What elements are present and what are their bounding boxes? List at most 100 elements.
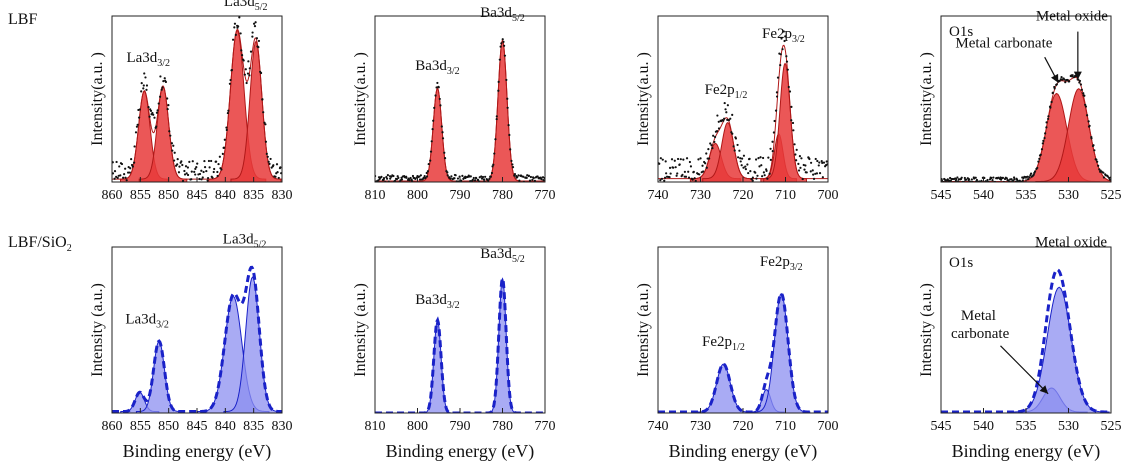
x-tick-label: 855: [130, 419, 151, 434]
data-point: [433, 106, 436, 109]
data-point: [425, 175, 429, 178]
data-point: [1068, 80, 1071, 83]
peak-label: Ba3d5/2: [480, 5, 524, 24]
panel-sio2_ba: 810 800 790 780 770 Intensity (a.u.) Binding e…: [352, 246, 556, 462]
y-axis-label: Intensity(a.u. ): [918, 52, 935, 146]
data-point: [500, 42, 503, 45]
data-point: [119, 174, 122, 177]
data-point: [739, 157, 742, 160]
data-point: [790, 119, 793, 122]
data-point: [518, 179, 521, 182]
data-point: [177, 171, 181, 174]
data-point: [818, 161, 821, 164]
data-point: [688, 160, 692, 164]
data-point: [449, 177, 452, 180]
data-point: [155, 125, 158, 128]
data-point: [1039, 153, 1042, 156]
data-point: [687, 170, 690, 173]
data-point: [675, 174, 678, 177]
data-point: [1095, 158, 1098, 161]
data-point: [740, 164, 743, 167]
x-tick-label: 830: [272, 419, 293, 434]
data-point: [133, 145, 136, 148]
data-point: [181, 163, 184, 167]
data-point: [480, 177, 484, 180]
y-axis-label: Intensity (a.u.): [352, 283, 369, 377]
data-point: [228, 82, 231, 85]
spectra-panels: 860 855 850 845 840 835 830 Intensity(a.u. ) La3…: [89, 0, 1122, 462]
data-point: [151, 111, 154, 115]
data-point: [145, 84, 149, 87]
data-point: [685, 157, 689, 160]
data-point: [1097, 164, 1100, 167]
data-point: [434, 94, 437, 97]
data-point: [1087, 120, 1090, 123]
data-point: [118, 165, 121, 168]
data-point: [473, 179, 477, 182]
data-point: [1036, 166, 1039, 170]
peak-label: Fe2p3/2: [760, 254, 803, 273]
data-point: [751, 179, 754, 182]
x-tick-label: 860: [102, 419, 123, 434]
data-point: [400, 178, 404, 181]
data-point: [710, 144, 713, 147]
data-point: [264, 140, 268, 143]
data-point: [811, 169, 814, 172]
data-point: [454, 174, 457, 177]
data-point: [963, 176, 966, 180]
peak-label: La3d3/2: [126, 50, 170, 69]
data-point: [423, 175, 426, 178]
data-point: [497, 80, 500, 83]
data-point: [821, 176, 824, 179]
data-point: [528, 179, 532, 182]
data-point: [1026, 175, 1029, 178]
plot-area: [375, 277, 545, 413]
data-point: [754, 171, 757, 174]
plot-area: [658, 292, 828, 413]
x-tick-label: 845: [187, 419, 208, 434]
data-point: [124, 176, 127, 179]
data-point: [1050, 100, 1053, 104]
data-point: [446, 174, 449, 177]
data-point: [670, 158, 674, 161]
data-point: [763, 174, 766, 177]
data-point: [173, 159, 176, 162]
data-point: [799, 166, 802, 169]
x-tick-label: 770: [535, 188, 556, 203]
data-point: [276, 171, 279, 174]
data-point: [208, 166, 211, 169]
x-tick-label: 730: [690, 188, 711, 203]
data-point: [419, 174, 422, 177]
data-point: [810, 161, 813, 164]
data-point: [193, 170, 196, 173]
data-point: [427, 162, 430, 166]
x-tick-label: 840: [215, 188, 236, 203]
data-point: [1080, 88, 1083, 91]
data-point: [202, 170, 205, 174]
data-point: [736, 143, 739, 147]
data-point: [132, 161, 136, 164]
data-point: [1027, 178, 1030, 181]
data-point: [676, 157, 680, 161]
data-point: [814, 157, 817, 161]
data-point: [542, 179, 545, 182]
data-point: [771, 149, 774, 153]
data-point: [166, 97, 169, 100]
data-point: [163, 77, 166, 80]
data-point: [941, 179, 944, 182]
data-point: [1010, 178, 1013, 181]
x-tick-label: 790: [450, 419, 471, 434]
data-point: [503, 44, 506, 47]
data-point: [495, 115, 498, 118]
data-point: [275, 163, 279, 166]
y-axis-label: Intensity(a.u. ): [89, 52, 106, 146]
data-point: [153, 116, 156, 119]
data-point: [274, 175, 277, 178]
envelope-curve: [375, 278, 545, 413]
data-point: [1108, 176, 1111, 179]
data-point: [195, 166, 198, 169]
data-point: [237, 25, 240, 28]
peak-label-subscript: 5/2: [512, 13, 525, 24]
data-point: [741, 157, 744, 160]
data-point: [1102, 171, 1105, 174]
